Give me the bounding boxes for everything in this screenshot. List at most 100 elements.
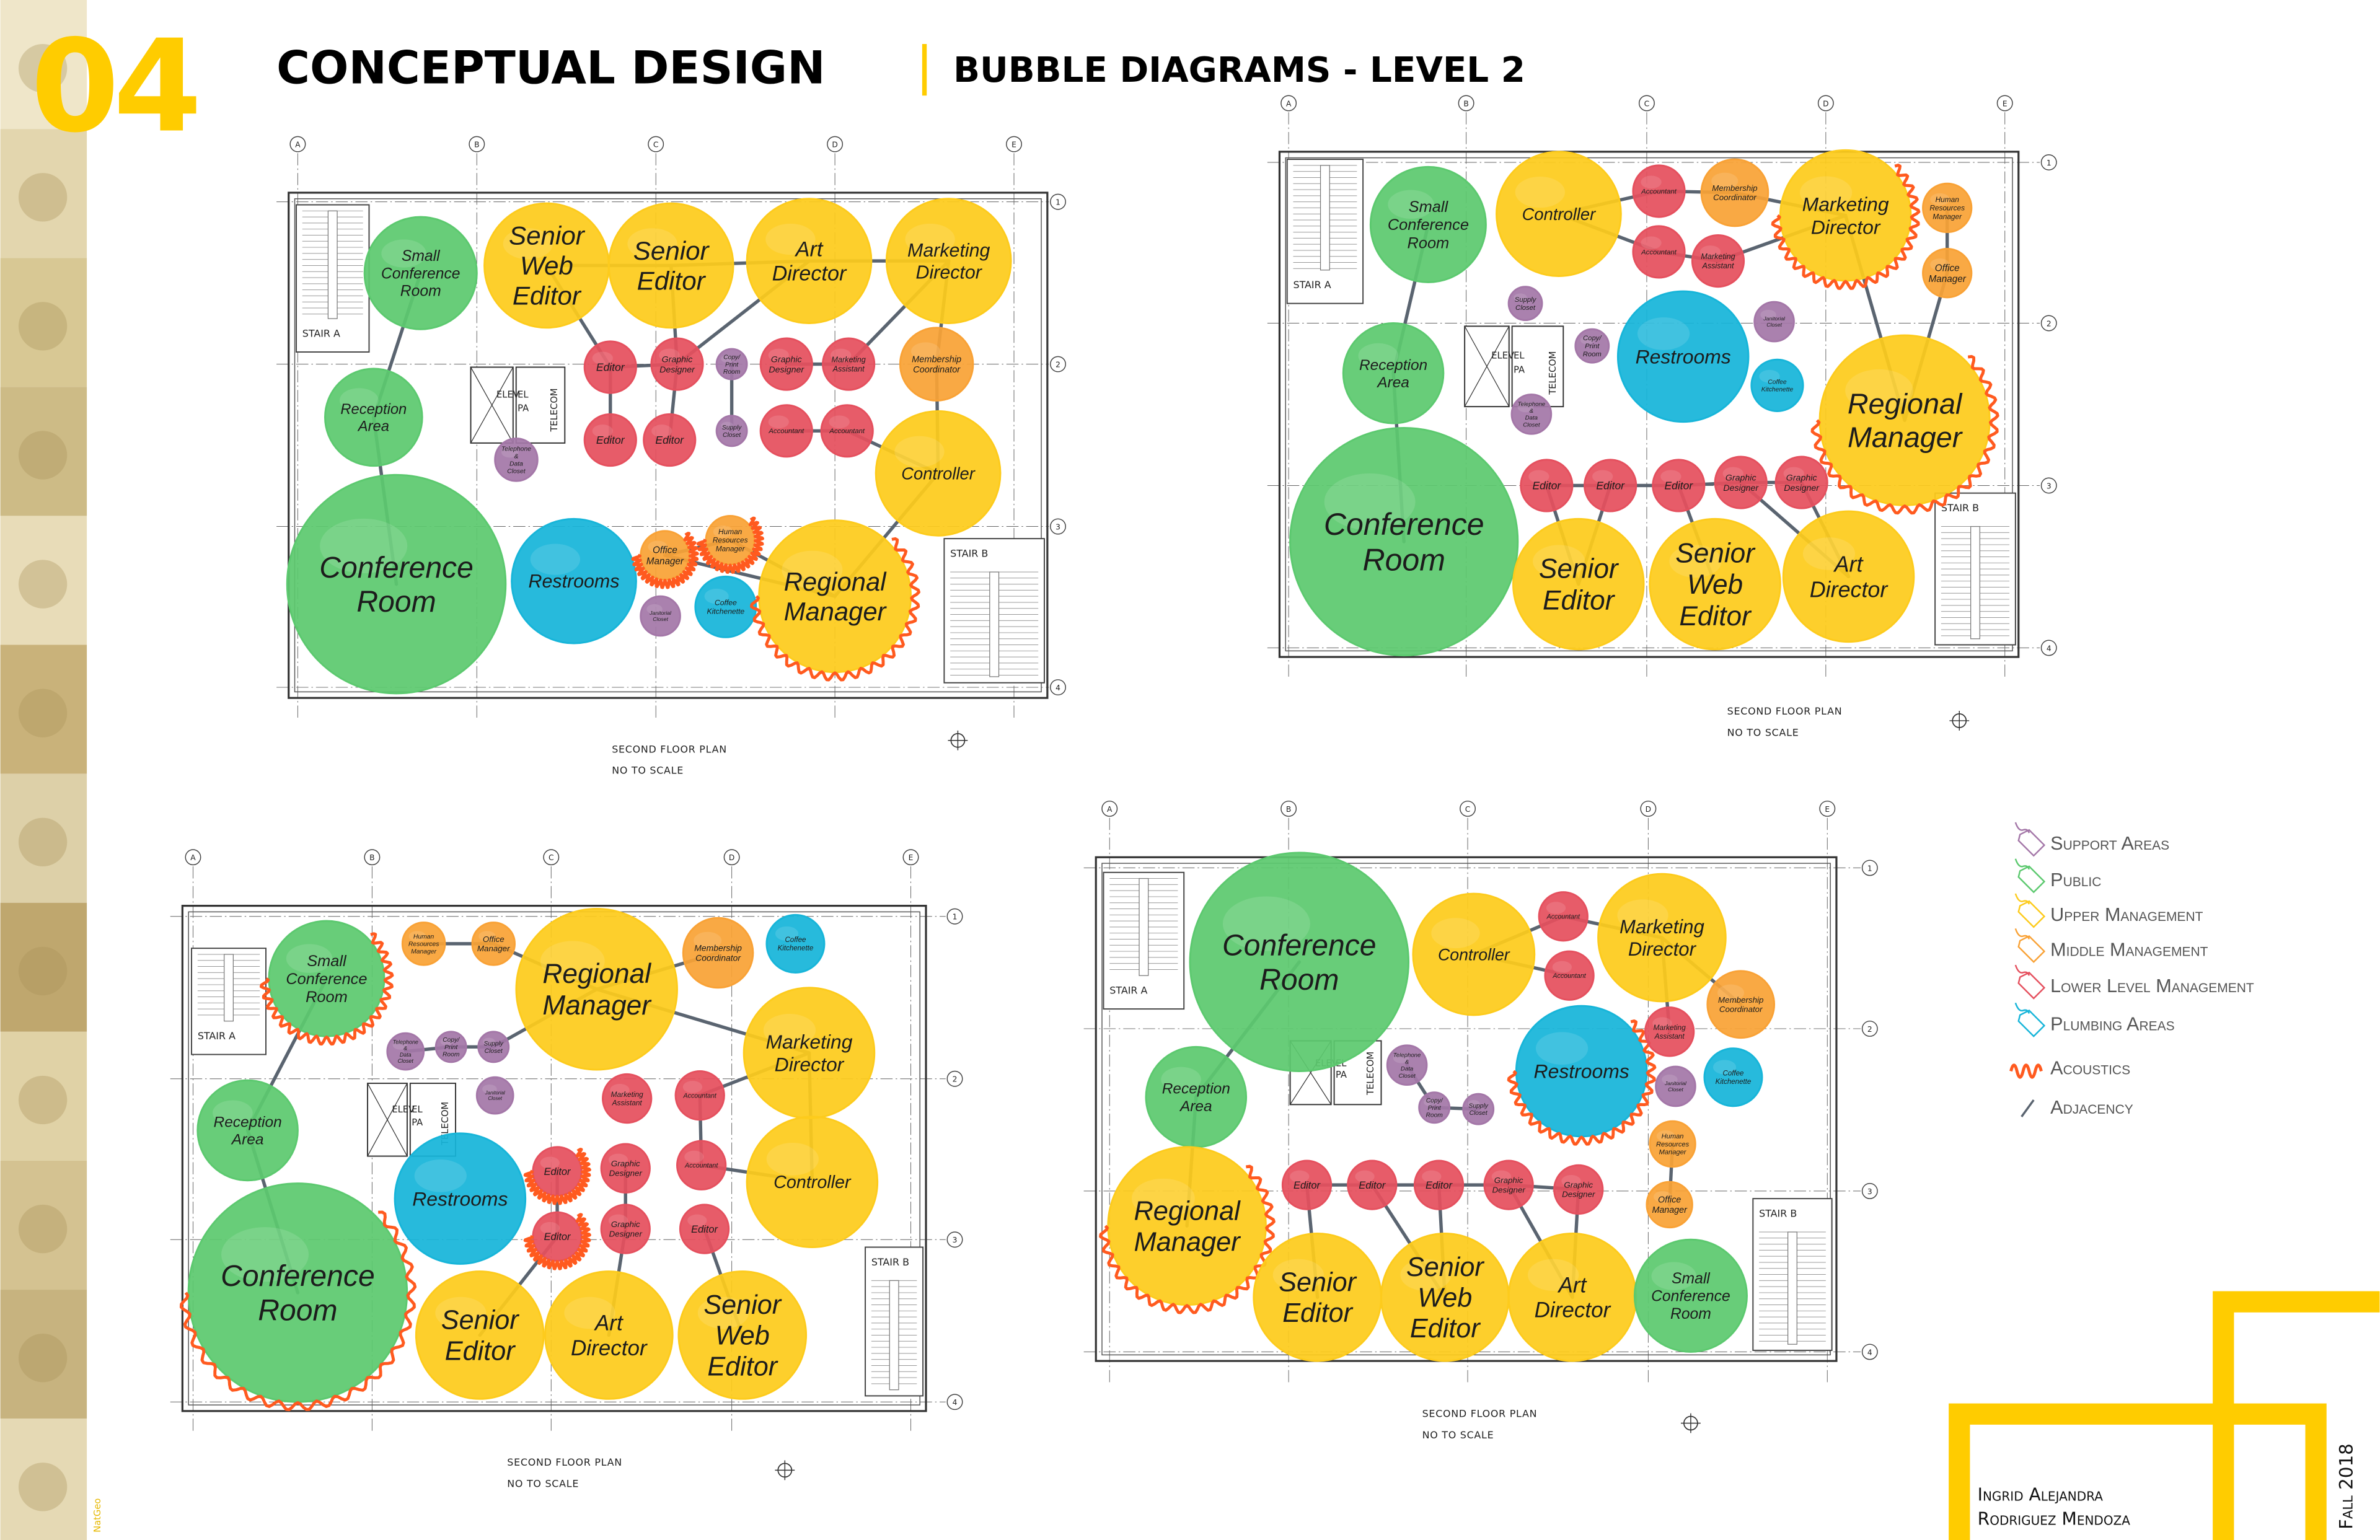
- bubble-highlight: [1468, 1100, 1480, 1108]
- bubble-label-line: Editor: [1294, 1180, 1321, 1191]
- bubble-highlight: [1431, 918, 1480, 949]
- bubble-label-line: Small: [307, 953, 347, 970]
- bubble-label: Supply Closet: [484, 1041, 504, 1055]
- bubble-graphic-designer: Graphic Designer: [759, 337, 813, 391]
- bubble-accountant: Accountant: [674, 1070, 725, 1121]
- bubble-highlight: [1515, 176, 1565, 208]
- bubble-label: Accountant: [1641, 188, 1677, 195]
- acoustics-squiggle: [631, 532, 699, 589]
- bubble-copy-print-room: Copy/Print Room: [715, 348, 748, 381]
- bubble-shape: [1574, 328, 1610, 364]
- grid-bubble: [1640, 800, 1657, 817]
- bubble-label: Human Resources Manager: [1929, 195, 1965, 221]
- bubble-label-line: Web: [1417, 1283, 1472, 1313]
- bubble-highlight: [564, 1296, 615, 1329]
- bubble-highlight: [1272, 1259, 1324, 1291]
- bubble-editor: Editor: [643, 413, 697, 467]
- bubble-label: Editor: [1596, 480, 1625, 492]
- bubble-shape: [600, 1203, 651, 1254]
- bubble-highlight: [1711, 172, 1739, 190]
- bubble-label-line: Room: [723, 369, 741, 376]
- bubble-accountant: Accountant: [759, 404, 813, 458]
- bubble-label-line: Membership: [1712, 183, 1757, 193]
- bubble-shape: [1700, 158, 1770, 227]
- grid-bubble: [946, 1394, 963, 1410]
- bubble-shape: [643, 413, 697, 467]
- bubble-label-line: Marketing: [611, 1090, 643, 1099]
- bubble-shape: [676, 1140, 727, 1190]
- el-label: EL: [412, 1104, 423, 1115]
- bubble-shape: [674, 1070, 725, 1121]
- bubble-label-line: Reception: [1359, 357, 1427, 374]
- bubble-label-line: Closet: [1766, 322, 1782, 328]
- bubble-label: Janitorial Closet: [1763, 315, 1786, 328]
- elevator-x: [367, 1083, 408, 1156]
- bubble-highlight: [1617, 899, 1668, 931]
- bubble-highlight: [713, 526, 733, 538]
- grid-bubble: [1861, 1344, 1878, 1360]
- bubble-label: Telephone & Data Closet: [501, 446, 531, 475]
- bubble-shape: [394, 1132, 527, 1265]
- bubble-shape: [1782, 510, 1915, 643]
- grid-bubble: [1861, 860, 1878, 876]
- bubble-shape: [715, 415, 748, 447]
- bubble-marketing-director: Marketing Director: [1771, 149, 1921, 290]
- photo-strip-subject: [18, 431, 68, 480]
- bubble-shape: [1714, 455, 1768, 509]
- bubble-shape: [386, 1032, 425, 1071]
- bubble-label-line: Print: [725, 361, 739, 368]
- term-label: Fall 2018: [2335, 1443, 2356, 1529]
- elev-label: ELEV: [1491, 350, 1514, 361]
- bubble-senior-web-editor: Senior Web Editor: [483, 202, 610, 329]
- bubble-label-line: Web: [520, 251, 573, 280]
- bubble-shape: [600, 1143, 651, 1194]
- photo-strip-image: [0, 1419, 87, 1540]
- bubble-highlight: [1222, 896, 1310, 951]
- grid-bubble: [543, 849, 560, 866]
- photo-strip-image: [0, 645, 87, 774]
- bubble-small-conference-room: Small Conference Room: [363, 216, 478, 330]
- bubble-label: Copy/Print Room: [1583, 335, 1603, 358]
- grid-bubble: [2040, 154, 2057, 170]
- bubble-label-line: Telephone: [501, 446, 531, 453]
- bubble-highlight: [530, 543, 581, 575]
- stair-landing: [327, 210, 338, 319]
- bubble-label-line: Graphic: [611, 1159, 640, 1168]
- bubble-label-line: Graphic: [1494, 1176, 1523, 1185]
- tag-icon: [2014, 964, 2046, 1000]
- bubble-shape: [1774, 455, 1828, 509]
- bubble-shape: [1412, 892, 1536, 1016]
- bubble-highlight: [1535, 1032, 1589, 1065]
- photo-strip-image: [0, 902, 87, 1032]
- bubble-coffee-kitchenette: Coffee Kitchenette: [694, 575, 757, 638]
- bubble-human-resources-manager: Human Resources Manager: [696, 514, 765, 574]
- stair-label: STAIR B: [871, 1256, 909, 1268]
- bubble-restrooms: Restrooms: [394, 1132, 527, 1265]
- bubble-label-line: Director: [1535, 1298, 1611, 1322]
- bubble-label-line: Janitorial: [649, 610, 672, 616]
- bubble-label: Supply Closet: [1515, 296, 1537, 312]
- bubble-label-line: Regional: [1848, 388, 1963, 420]
- grid-bubble: [1050, 193, 1066, 210]
- bubble-label: Membership Coordinator: [694, 943, 742, 962]
- bubble-shape: [677, 1270, 808, 1400]
- bubble-label: Graphic Designer: [1492, 1176, 1525, 1194]
- bubble-label-line: Data: [400, 1052, 412, 1058]
- bubble-highlight: [610, 1084, 630, 1096]
- bubble-label-line: Graphic: [662, 354, 693, 364]
- bubble-highlight: [1355, 1170, 1375, 1183]
- bubble-shape: [1649, 1120, 1696, 1168]
- bubble-highlight: [1930, 193, 1950, 206]
- bubble-shape: [885, 198, 1012, 324]
- bubble-highlight: [1528, 470, 1549, 483]
- bubble-label: Janitorial Closet: [485, 1090, 505, 1101]
- legend-label: Plumbing Areas: [2050, 1013, 2175, 1034]
- bubble-shape: [415, 1270, 545, 1400]
- bubble-shape: [1553, 1164, 1604, 1215]
- legend-item-support: Support Areas: [2014, 822, 2169, 857]
- bubble-highlight: [768, 348, 789, 362]
- bubble-highlight: [1651, 1262, 1696, 1290]
- bubble-label: Small Conference Room: [286, 953, 367, 1006]
- bubble-label-line: Controller: [774, 1173, 852, 1192]
- bubble-senior-web-editor: Senior Web Editor: [1380, 1232, 1510, 1362]
